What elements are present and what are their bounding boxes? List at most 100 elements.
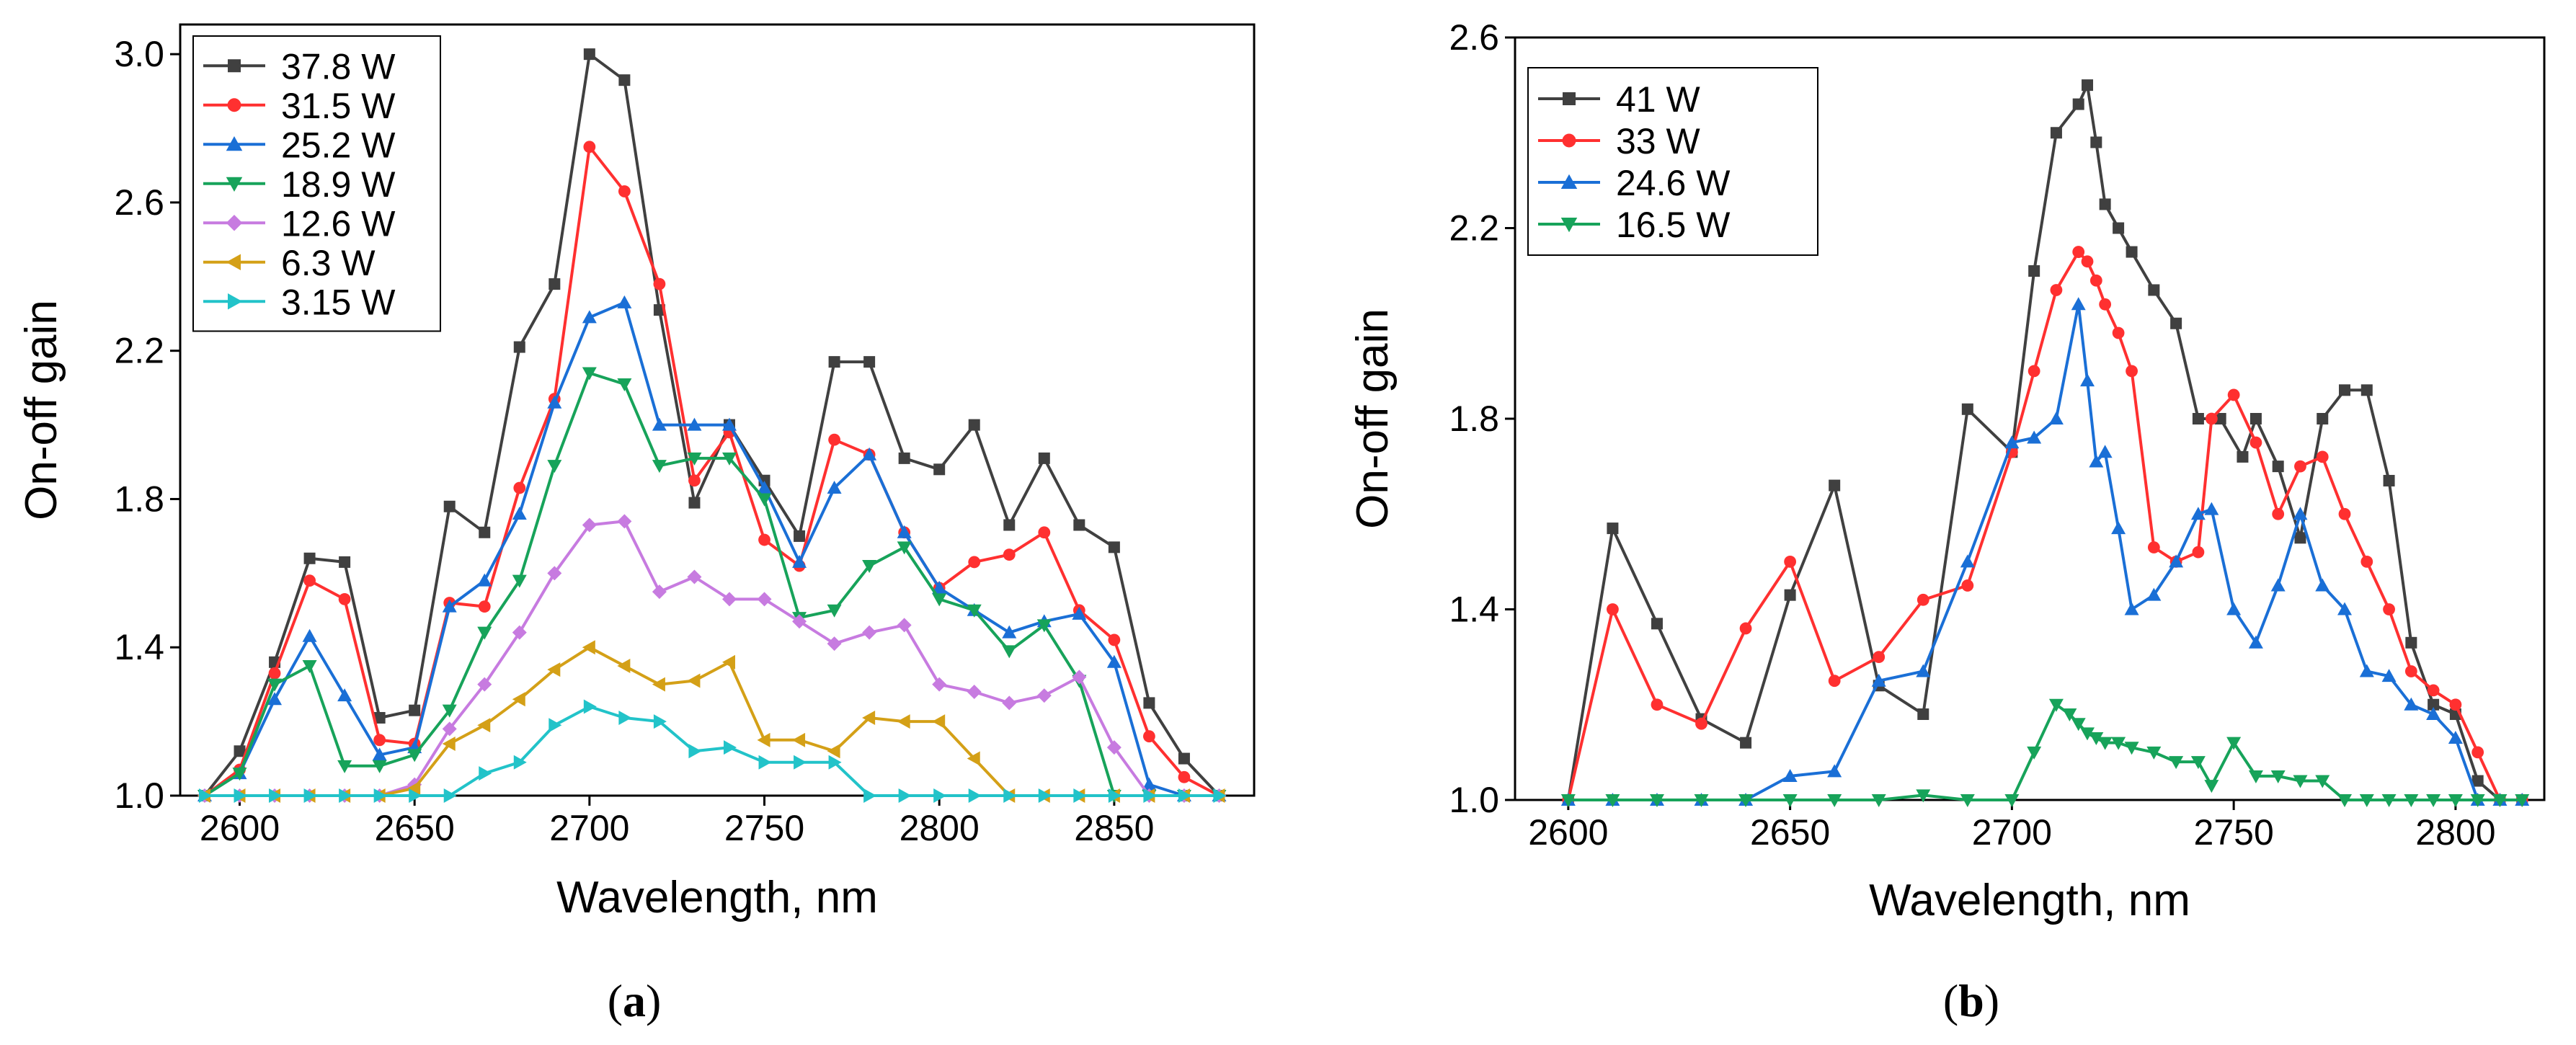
panel-a-data-point <box>827 481 842 494</box>
panel-b-data-point <box>2204 780 2219 793</box>
panel-a-data-point <box>339 556 351 568</box>
panel-b-x-tick-label: 2600 <box>1528 812 1608 853</box>
panel-b-data-point <box>1827 764 1842 778</box>
panel-a-data-point <box>897 541 912 555</box>
panel-a-data-point <box>1106 654 1122 668</box>
panel-b-data-point <box>2515 794 2530 807</box>
panel-b-legend-marker <box>1563 92 1576 105</box>
panel-b-x-axis-title: Wavelength, nm <box>1869 876 2190 925</box>
panel-a-x-axis-title: Wavelength, nm <box>556 873 878 922</box>
panel-a-data-point <box>232 768 247 781</box>
panel-a-data-point <box>234 745 246 757</box>
panel-b-data-point <box>2249 436 2262 449</box>
panel-a-data-point <box>897 525 912 538</box>
panel-b-data-point <box>2237 450 2249 463</box>
panel-b-data-point <box>2097 737 2113 750</box>
panel-a-data-point <box>968 788 982 803</box>
panel-b-data-point <box>1784 555 1797 568</box>
panel-a-data-point <box>477 626 492 640</box>
panel-b-data-point <box>1961 579 1974 592</box>
panel-b-data-point <box>1871 794 1886 807</box>
panel-b-data-point <box>2226 602 2242 615</box>
panel-b-data-point <box>2089 732 2104 746</box>
panel-b-data-point <box>2381 794 2397 807</box>
panel-a-data-point <box>547 662 561 677</box>
panel-a-x-tick-label: 2750 <box>724 808 804 848</box>
panel-a-data-point <box>688 744 702 759</box>
panel-b-data-point <box>1740 737 1752 749</box>
panel-a-series-5 <box>197 640 1225 803</box>
panel-a-data-point <box>407 749 422 762</box>
panel-b-data-point <box>1784 589 1796 601</box>
panel-b-data-point <box>2146 746 2162 760</box>
panel-b-data-point <box>2082 79 2094 92</box>
panel-a-data-point <box>547 395 562 409</box>
panel-b-data-point <box>2426 706 2441 720</box>
panel-b-data-point <box>2249 413 2262 424</box>
panel-a-data-point <box>1108 633 1121 646</box>
panel-b-data-point <box>2470 794 2485 807</box>
panel-a-data-point <box>827 744 840 759</box>
panel-a-x-tick-label: 2700 <box>549 808 629 848</box>
panel-b-data-point <box>2126 365 2138 378</box>
panel-b-series-3 <box>1560 698 2530 807</box>
panel-a-data-point <box>1142 777 1157 791</box>
panel-a-data-point <box>688 474 701 487</box>
panel-b-data-point <box>1960 794 1975 807</box>
panel-b-legend-marker <box>1560 174 1578 189</box>
panel-a-chart: 2600 2650 2700 2750 2800 2850 1.0 1.4 1.8 2.2 2.6 3… <box>17 23 1256 1026</box>
panel-b-caption: (b) <box>1943 975 1999 1026</box>
panel-a-data-point <box>302 659 317 673</box>
panel-b-data-point <box>2315 775 2330 788</box>
panel-a-data-point <box>897 618 912 633</box>
panel-a-data-point <box>198 788 212 803</box>
panel-b-data-point <box>2148 284 2160 296</box>
panel-b-data-point <box>1607 603 1619 615</box>
panel-a-data-point <box>1038 452 1050 464</box>
panel-a-caption-open: ( <box>608 975 623 1026</box>
panel-a-y-axis-title: On-off gain <box>17 300 66 520</box>
panel-a-x-tick-label: 2850 <box>1074 808 1154 848</box>
panel-a-y-tick-label: 2.2 <box>114 331 164 371</box>
panel-a-data-point <box>687 417 702 431</box>
panel-a-data-point <box>862 625 877 640</box>
panel-b-data-point <box>2124 742 2139 755</box>
panel-a-plot-frame <box>179 23 1256 797</box>
panel-a-data-point <box>652 460 667 473</box>
panel-a-data-point <box>477 718 491 733</box>
panel-a-data-point <box>932 677 947 692</box>
panel-a-data-point <box>967 604 982 618</box>
panel-a-series-line <box>203 301 1220 797</box>
panel-a-legend-label: 31.5 W <box>281 86 396 126</box>
panel-a-data-point <box>1002 695 1017 711</box>
panel-a-data-point <box>933 788 947 803</box>
panel-b-data-point <box>1916 664 1931 677</box>
panel-b-legend: 41 W33 W24.6 W16.5 W <box>1527 67 1818 256</box>
panel-b-data-point <box>1871 673 1886 687</box>
panel-a-data-point <box>303 574 316 587</box>
panel-a-legend-label: 37.8 W <box>281 46 396 86</box>
panel-a-data-point <box>512 507 527 520</box>
panel-a-data-point <box>443 500 456 512</box>
panel-a-data-point <box>1178 788 1191 803</box>
panel-b-x-tick-label: 2700 <box>1972 812 2052 853</box>
panel-b-data-point <box>2383 474 2395 486</box>
panel-a-series-line <box>203 145 1220 797</box>
panel-a-data-point <box>617 658 631 673</box>
panel-a-y-tick-label: 1.4 <box>114 627 164 667</box>
panel-b-data-point <box>2471 746 2484 759</box>
panel-a-data-point <box>547 460 562 473</box>
panel-a-data-point <box>234 788 247 803</box>
panel-b-data-point <box>2381 669 2397 682</box>
panel-b-data-point <box>1917 593 1929 606</box>
panel-a-series <box>197 48 1227 803</box>
panel-a-data-point <box>863 788 877 803</box>
panel-b-data-point <box>2027 430 2042 444</box>
panel-a-data-point <box>583 141 596 154</box>
panel-b-data-point <box>2405 636 2417 649</box>
panel-b-legend-label: 16.5 W <box>1616 205 1731 245</box>
panel-b-data-point <box>2111 737 2126 750</box>
panel-b-data-point <box>2270 770 2286 783</box>
panel-a-data-point <box>513 341 525 353</box>
